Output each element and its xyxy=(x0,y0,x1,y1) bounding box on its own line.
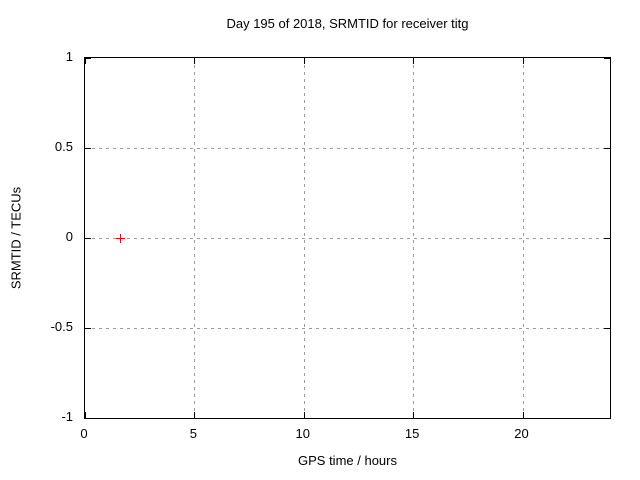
gridline-y--0.5 xyxy=(85,328,610,329)
x-tick-0 xyxy=(85,412,86,418)
y-tick-label: 1 xyxy=(65,49,73,64)
x-tick-label: 5 xyxy=(189,426,197,441)
y-tick-label: -0.5 xyxy=(50,319,73,334)
plot-area xyxy=(84,57,611,419)
y-tick-mirror--0.5 xyxy=(604,328,610,329)
y-tick-mirror-0 xyxy=(604,238,610,239)
x-tick-20 xyxy=(522,412,524,418)
x-tick-mirror-15 xyxy=(413,58,415,64)
y-tick-mirror-1 xyxy=(604,58,610,59)
gridline-y-0 xyxy=(85,238,610,239)
x-tick-label: 20 xyxy=(514,426,529,441)
x-tick-10 xyxy=(303,412,305,418)
x-tick-label: 15 xyxy=(404,426,420,441)
gridline-y-0.5 xyxy=(85,148,610,149)
y-tick-label: 0.5 xyxy=(54,139,73,154)
x-tick-mirror-20 xyxy=(522,58,524,64)
y-tick-label: -1 xyxy=(61,409,73,424)
x-tick-label: 10 xyxy=(295,426,310,441)
data-point-marker xyxy=(116,234,125,243)
x-tick-5 xyxy=(194,412,196,418)
y-tick-0 xyxy=(85,238,91,239)
x-tick-label: 0 xyxy=(80,426,88,441)
y-tick-0.5 xyxy=(85,148,91,149)
y-tick--0.5 xyxy=(85,328,91,329)
y-tick-1 xyxy=(85,58,91,59)
y-tick--1 xyxy=(85,418,91,419)
x-axis-label: GPS time / hours xyxy=(298,453,397,468)
y-tick-mirror-0.5 xyxy=(604,148,610,149)
x-tick-mirror-5 xyxy=(194,58,196,64)
chart-title: Day 195 of 2018, SRMTID for receiver tit… xyxy=(226,16,469,31)
x-tick-mirror-0 xyxy=(85,58,86,64)
x-tick-15 xyxy=(413,412,415,418)
x-tick-mirror-10 xyxy=(303,58,305,64)
y-tick-label: 0 xyxy=(65,229,73,244)
y-tick-mirror--1 xyxy=(604,418,610,419)
